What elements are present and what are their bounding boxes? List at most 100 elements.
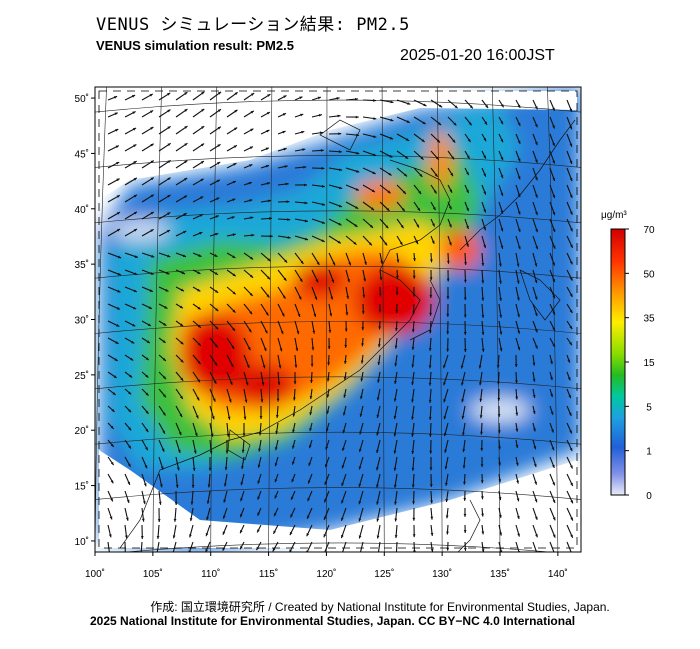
wind-arrow-head xyxy=(341,500,344,504)
wind-arrow-head xyxy=(500,139,504,143)
wind-arrow-head xyxy=(379,277,383,281)
wind-arrow-head xyxy=(145,410,149,414)
wind-arrow-head xyxy=(443,364,446,369)
wind-arrow-head xyxy=(483,138,487,142)
wind-arrow-head xyxy=(116,324,120,327)
wind-arrow-head xyxy=(276,398,280,402)
wind-arrow-head xyxy=(401,208,405,212)
wind-arrow-head xyxy=(376,397,380,401)
wind-arrow-head xyxy=(140,553,143,556)
wind-arrow-head xyxy=(243,416,247,420)
wind-arrow-head xyxy=(497,397,501,401)
wind-arrow-head xyxy=(448,206,452,210)
wind-arrow-head xyxy=(177,449,181,453)
meridian-line xyxy=(210,87,218,552)
meridian-line xyxy=(326,87,328,552)
wind-arrow-head xyxy=(180,288,184,292)
wind-arrow-head xyxy=(515,396,519,400)
wind-arrow-head xyxy=(567,377,571,381)
wind-arrow-head xyxy=(214,254,218,257)
wind-arrow-head xyxy=(133,177,137,181)
wind-arrow-head xyxy=(485,104,489,109)
wind-arrow-head xyxy=(360,360,364,364)
wind-arrow-head xyxy=(570,482,573,486)
wind-arrow-head xyxy=(145,392,149,396)
wind-arrow-head xyxy=(428,399,432,403)
wind-arrow-head xyxy=(281,313,285,317)
wind-arrow-head xyxy=(500,210,504,214)
wind-arrow-head xyxy=(304,183,307,187)
wind-arrow-head xyxy=(390,100,394,104)
wind-arrow-head xyxy=(242,433,246,437)
wind-arrow-head xyxy=(411,467,415,471)
wind-arrow-head xyxy=(126,499,130,503)
wind-arrow-head xyxy=(552,482,555,486)
wind-arrow-head xyxy=(497,414,501,418)
wind-arrow-head xyxy=(363,278,366,282)
wind-arrow-head xyxy=(359,413,363,417)
wind-arrow-head xyxy=(302,148,306,152)
wind-arrow-head xyxy=(342,447,345,451)
wind-arrow-head xyxy=(250,110,254,114)
wind-arrow-head xyxy=(550,393,553,398)
wind-arrow-head xyxy=(150,194,154,198)
wind-arrow-head xyxy=(257,464,261,468)
wind-arrow-head xyxy=(377,344,381,348)
coastline-4 xyxy=(319,119,361,151)
wind-arrow-head xyxy=(257,512,260,516)
lat-tick-label: 15˚ xyxy=(75,481,89,493)
wind-arrow-head xyxy=(150,127,154,130)
wind-arrow-head xyxy=(162,340,166,343)
wind-arrow-head xyxy=(184,92,188,95)
wind-arrow-head xyxy=(400,225,404,229)
wind-vectors xyxy=(107,91,574,556)
wind-arrow-head xyxy=(307,497,311,502)
wind-arrow-head xyxy=(423,103,427,107)
wind-arrow-head xyxy=(360,378,364,382)
wind-arrow-head xyxy=(300,113,304,117)
wind-arrow-head xyxy=(394,501,397,505)
wind-arrow-head xyxy=(292,445,295,449)
wind-arrow-head xyxy=(481,531,485,535)
wind-arrow-head xyxy=(552,228,556,233)
wind-arrow-head xyxy=(446,547,450,551)
wind-arrow-head xyxy=(183,213,187,216)
credit-line-1: 作成: 国立環境研究所 / Created by National Instit… xyxy=(150,600,610,614)
wind-arrow-head xyxy=(286,200,290,204)
wind-arrow-head xyxy=(272,548,276,552)
wind-arrow-head xyxy=(552,311,555,315)
wind-arrow-head xyxy=(323,516,327,520)
wind-arrow-head xyxy=(411,346,415,350)
wind-arrow-head xyxy=(248,329,252,333)
wind-arrow-head xyxy=(570,465,573,469)
lat-tick-label: 50˚ xyxy=(75,93,89,105)
wind-arrow-head xyxy=(248,181,252,185)
wind-arrow-head xyxy=(115,145,119,149)
wind-arrow-head xyxy=(324,481,328,485)
wind-arrow-head xyxy=(411,329,415,333)
wind-arrow-head xyxy=(443,416,447,420)
wind-arrow-head xyxy=(231,345,235,350)
wind-arrow-head xyxy=(345,312,349,316)
wind-arrow-head xyxy=(463,497,467,501)
wind-arrow-head xyxy=(353,241,357,245)
wind-arrow-head xyxy=(428,347,432,351)
wind-arrow-head xyxy=(298,296,302,300)
wind-arrow-head xyxy=(184,143,188,146)
wind-arrow-head xyxy=(449,189,453,193)
wind-arrow-head xyxy=(145,374,149,378)
coastline-2 xyxy=(409,279,441,341)
wind-arrow-head xyxy=(150,160,154,164)
wind-arrow-head xyxy=(481,280,485,284)
wind-arrow-head xyxy=(534,263,538,267)
wind-arrow-head xyxy=(516,480,519,484)
wind-arrow-head xyxy=(552,160,555,164)
wind-arrow-head xyxy=(264,330,268,334)
wind-arrow-head xyxy=(232,309,236,313)
wind-arrow-head xyxy=(415,240,418,245)
wind-arrow-head xyxy=(201,91,205,95)
wind-arrow-head xyxy=(249,164,253,167)
wind-arrow-head xyxy=(232,273,236,277)
wind-arrow-head xyxy=(389,136,394,140)
